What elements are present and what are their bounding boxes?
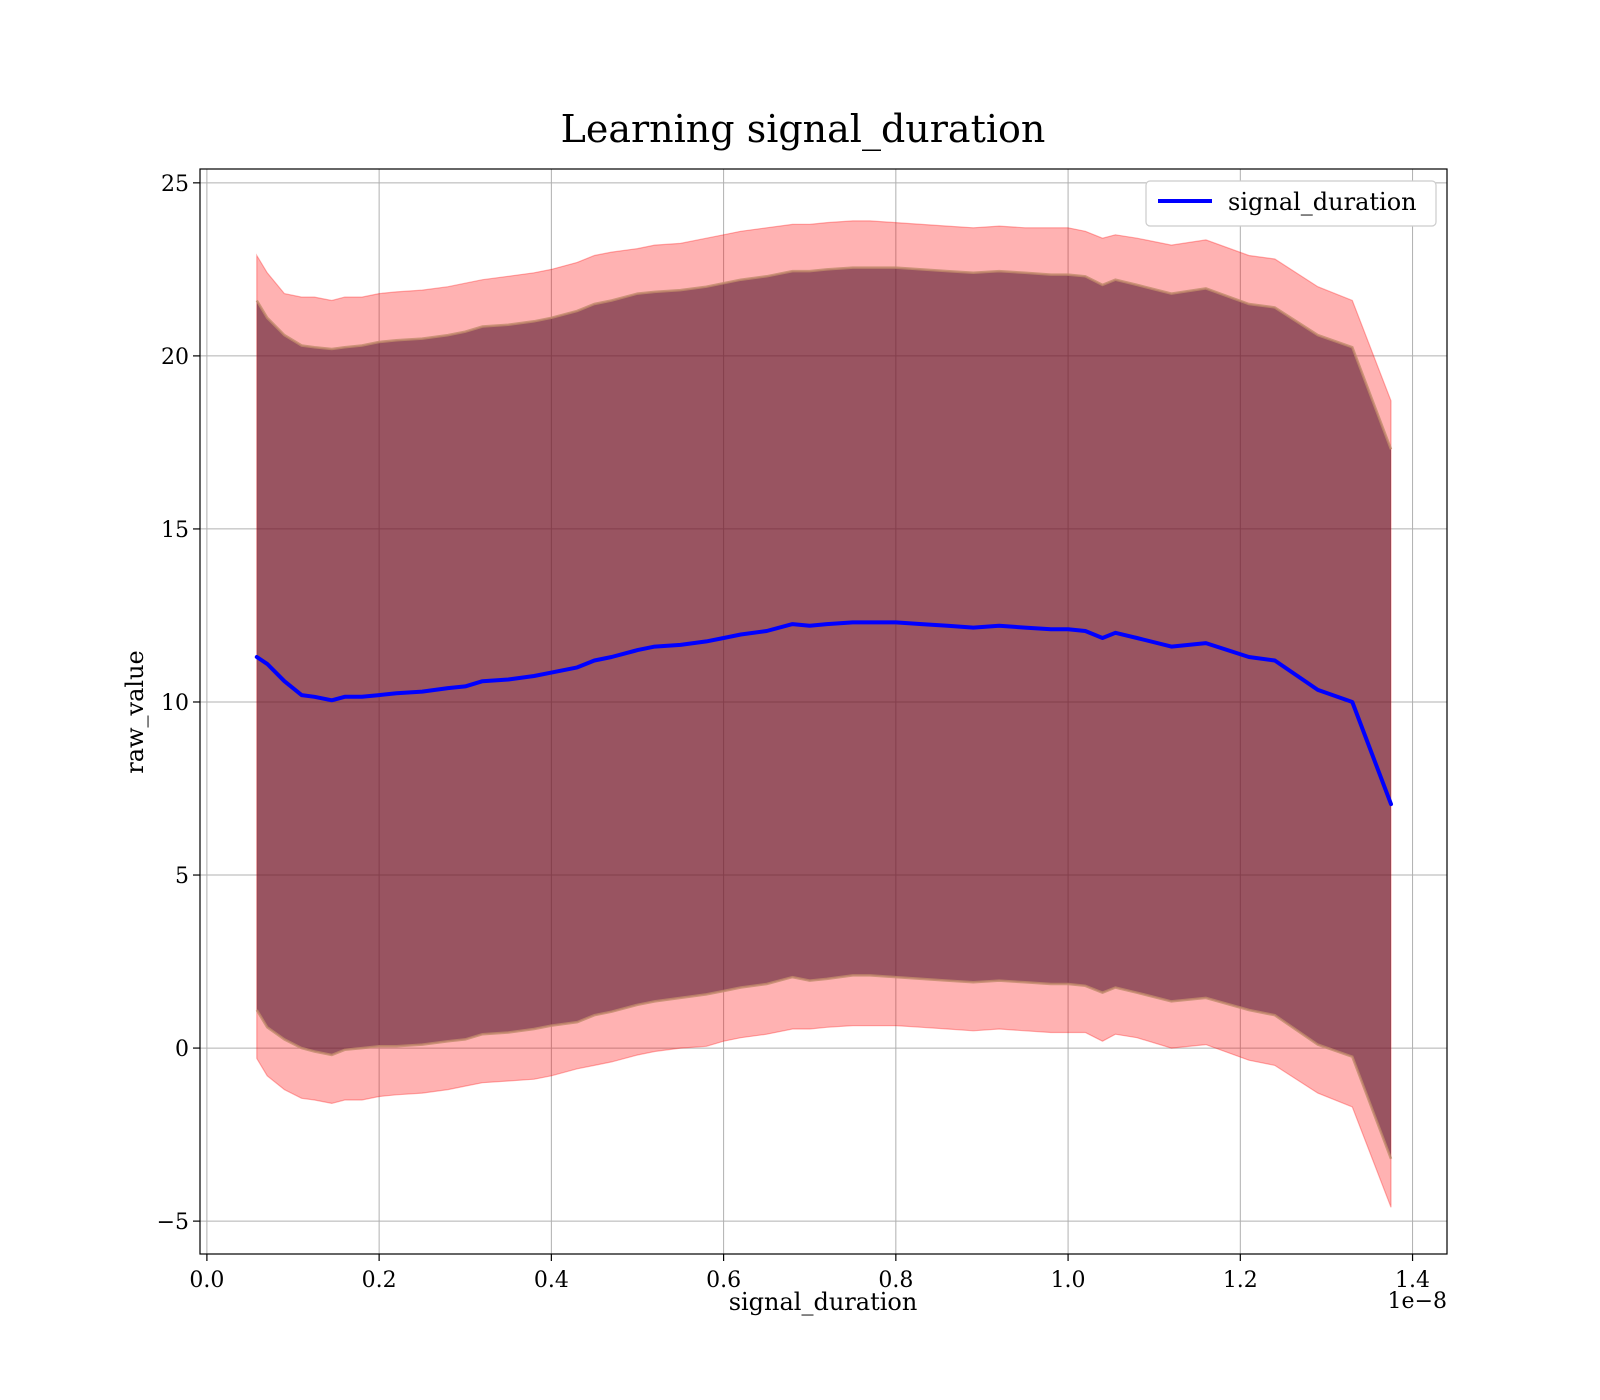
y-tick-label: 20 [161,345,189,370]
legend-box [1145,180,1437,227]
y-tick-label: 0 [175,1037,189,1062]
y-axis-label: raw_value [121,650,149,774]
x-axis-label: signal_duration [729,1288,918,1316]
y-tick-label: 15 [161,518,189,543]
bands [256,220,1392,1208]
x-tick-label: 1.4 [1395,1268,1430,1293]
x-tick-label: 0.4 [534,1268,569,1293]
legend-label-signal-duration: signal_duration [1228,188,1417,216]
inner-band-upper-edge [255,266,1393,450]
lines [254,266,1393,1160]
y-tick-label: 10 [161,691,189,716]
x-tick-label: 1.2 [1223,1268,1258,1293]
plot-frame [199,168,1448,1255]
y-tick-label: 5 [175,864,189,889]
inner-band [256,267,1391,1159]
y-tick-label: 25 [161,172,189,197]
chart-title: Learning signal_duration [561,107,1046,152]
x-tick-label: 0.2 [362,1268,397,1293]
series-line-signal-duration [254,620,1393,807]
inner-band-lower-edge [255,974,1393,1160]
legend: signal_duration [1145,180,1437,227]
x-tick-label: 0.6 [706,1268,741,1293]
x-axis-offset-text: 1e−8 [1388,1289,1447,1314]
x-tick-label: 0.0 [189,1268,224,1293]
x-tick-label: 1.0 [1051,1268,1086,1293]
x-tick-label: 0.8 [878,1268,913,1293]
y-tick-label: −5 [157,1210,189,1235]
ticks: 0.0 0.2 0.4 0.6 0.8 1.0 1.2 1.4 −5 0 5 10 15 20 25 [157,172,1430,1293]
